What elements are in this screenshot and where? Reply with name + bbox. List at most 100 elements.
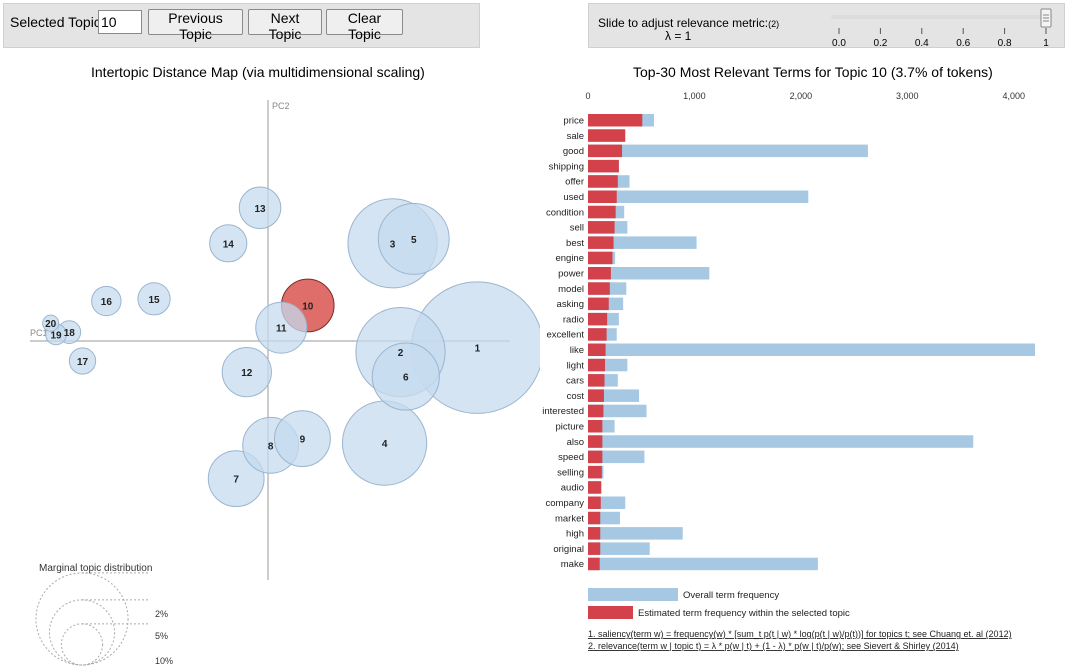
topic-label-4[interactable]: 4 <box>382 439 388 450</box>
topic-label-9[interactable]: 9 <box>300 435 306 446</box>
topic-label-15[interactable]: 15 <box>148 295 160 306</box>
intertopic-map-title: Intertopic Distance Map (via multidimens… <box>91 64 425 80</box>
topic-label-7[interactable]: 7 <box>233 475 239 486</box>
topic-bar <box>588 267 611 280</box>
slider-thumb[interactable] <box>1040 8 1052 28</box>
term-label[interactable]: picture <box>555 422 584 433</box>
topic-bubble-16[interactable] <box>91 285 122 317</box>
term-label[interactable]: company <box>545 498 584 509</box>
footnote-2[interactable]: 2. relevance(term w | topic t) = λ * p(w… <box>588 641 959 651</box>
clear-topic-button[interactable]: Clear Topic <box>326 9 403 42</box>
slider-tick-label: 0.4 <box>915 38 929 49</box>
topic-label-8[interactable]: 8 <box>268 441 274 452</box>
term-label[interactable]: speed <box>558 452 584 463</box>
topic-bubble-14[interactable] <box>209 224 248 263</box>
term-label[interactable]: high <box>566 529 584 540</box>
term-label[interactable]: make <box>561 559 584 570</box>
topic-bubble-12[interactable] <box>221 346 272 398</box>
topic-label-17[interactable]: 17 <box>77 357 89 368</box>
topic-label-16[interactable]: 16 <box>101 297 113 308</box>
topic-bar <box>588 205 616 219</box>
topic-bar <box>588 420 603 433</box>
term-label[interactable]: engine <box>555 253 584 264</box>
term-label[interactable]: cars <box>566 376 584 387</box>
term-label[interactable]: market <box>555 513 584 524</box>
slider-track[interactable] <box>831 15 1053 19</box>
next-topic-button[interactable]: Next Topic <box>248 9 322 42</box>
topic-bar <box>588 282 610 295</box>
term-label[interactable]: used <box>563 192 584 203</box>
selected-topic-input[interactable] <box>98 10 142 34</box>
topic-label-13[interactable]: 13 <box>254 204 266 215</box>
term-label[interactable]: best <box>566 238 584 249</box>
size-legend-circle <box>60 623 104 666</box>
topic-label-18[interactable]: 18 <box>64 328 76 339</box>
term-label[interactable]: interested <box>542 406 584 417</box>
term-label[interactable]: condition <box>546 207 584 218</box>
overall-bar <box>588 542 650 555</box>
topic-bubble-15[interactable] <box>137 282 171 316</box>
topic-bubble-9[interactable] <box>274 410 331 468</box>
topic-label-14[interactable]: 14 <box>223 239 235 250</box>
term-label[interactable]: also <box>567 437 584 448</box>
slider-tick-label: 0.8 <box>998 38 1012 49</box>
term-label[interactable]: offer <box>565 177 584 188</box>
term-label[interactable]: audio <box>561 483 584 494</box>
footnote-1[interactable]: 1. saliency(term w) = frequency(w) * [su… <box>588 629 1012 639</box>
term-label[interactable]: model <box>558 284 584 295</box>
topic-bar <box>588 251 613 265</box>
topic-bubble-13[interactable] <box>238 186 282 230</box>
topic-label-3[interactable]: 3 <box>390 239 396 250</box>
topic-label-11[interactable]: 11 <box>276 324 287 335</box>
topic-label-20[interactable]: 20 <box>45 319 57 330</box>
topic-label-12[interactable]: 12 <box>241 368 253 379</box>
term-label[interactable]: shipping <box>549 161 584 172</box>
overall-bar <box>588 236 697 249</box>
topic-label-6[interactable]: 6 <box>403 373 409 384</box>
topic-bar <box>588 297 609 311</box>
topic-bubble-5[interactable] <box>377 202 450 275</box>
term-label[interactable]: excellent <box>547 330 585 341</box>
topic-bubble-6[interactable] <box>371 342 440 411</box>
topic-bar <box>588 114 643 127</box>
term-label[interactable]: sale <box>567 131 584 142</box>
previous-topic-button[interactable]: Previous Topic <box>148 9 243 42</box>
term-label[interactable]: sell <box>570 223 584 234</box>
topic-label-10[interactable]: 10 <box>302 301 314 312</box>
term-label[interactable]: selling <box>557 467 584 478</box>
topic-label-19[interactable]: 19 <box>50 330 62 341</box>
topic-bar <box>588 542 601 555</box>
topic-bar <box>588 358 606 372</box>
size-legend-circle <box>48 599 116 666</box>
slider-tick-label: 1 <box>1043 38 1049 49</box>
size-legend-label: 2% <box>155 609 168 619</box>
size-legend-title: Marginal topic distribution <box>39 563 152 574</box>
topic-label-2[interactable]: 2 <box>398 348 404 359</box>
topic-bubble-17[interactable] <box>68 347 97 375</box>
term-label[interactable]: original <box>553 544 584 555</box>
term-label[interactable]: asking <box>557 299 584 310</box>
topic-bubble-20[interactable] <box>42 314 60 332</box>
term-label[interactable]: cost <box>567 391 585 402</box>
topic-bar <box>588 328 607 341</box>
slider-tick-label: 0.2 <box>873 38 887 49</box>
term-label[interactable]: radio <box>563 314 584 325</box>
selected-topic-label: Selected Topic: <box>10 14 105 30</box>
term-label[interactable]: like <box>570 345 584 356</box>
x-tick-label: 0 <box>585 91 590 101</box>
topic-bar <box>588 496 601 509</box>
term-label[interactable]: power <box>558 269 584 280</box>
size-legend-circle <box>35 572 129 666</box>
term-label[interactable]: good <box>563 146 584 157</box>
lambda-slider[interactable]: 0.0 0.2 0.4 0.6 0.8 1 <box>589 4 1064 49</box>
size-legend-label: 5% <box>155 631 168 641</box>
lambda-value: λ = 1 <box>665 29 692 43</box>
topic-label-5[interactable]: 5 <box>411 235 417 246</box>
topic-bar <box>588 236 614 249</box>
term-label[interactable]: price <box>563 116 584 127</box>
term-label[interactable]: light <box>567 360 585 371</box>
topic-label-1[interactable]: 1 <box>475 344 481 355</box>
topic-bubble-11[interactable] <box>255 301 308 354</box>
overall-bar <box>588 190 809 203</box>
